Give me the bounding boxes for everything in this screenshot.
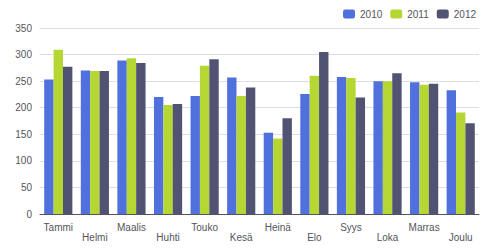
svg-text:Touko: Touko bbox=[191, 222, 218, 233]
svg-text:200: 200 bbox=[15, 102, 32, 113]
svg-text:Loka: Loka bbox=[377, 232, 399, 243]
svg-text:Joulu: Joulu bbox=[449, 232, 473, 243]
svg-text:Maalis: Maalis bbox=[117, 222, 146, 233]
svg-text:250: 250 bbox=[15, 76, 32, 87]
svg-text:0: 0 bbox=[26, 209, 32, 220]
svg-text:Tammi: Tammi bbox=[44, 222, 73, 233]
svg-text:Elo: Elo bbox=[307, 232, 322, 243]
svg-text:350: 350 bbox=[15, 23, 32, 34]
svg-text:Syys: Syys bbox=[340, 222, 362, 233]
svg-text:2012: 2012 bbox=[454, 9, 477, 20]
svg-text:100: 100 bbox=[15, 155, 32, 166]
svg-text:Huhti: Huhti bbox=[156, 232, 179, 243]
svg-text:Kesä: Kesä bbox=[230, 232, 253, 243]
svg-text:300: 300 bbox=[15, 49, 32, 60]
svg-text:Heinä: Heinä bbox=[265, 222, 292, 233]
svg-text:Helmi: Helmi bbox=[82, 232, 108, 243]
svg-text:150: 150 bbox=[15, 129, 32, 140]
svg-text:50: 50 bbox=[21, 182, 33, 193]
svg-text:Marras: Marras bbox=[409, 222, 440, 233]
svg-text:2010: 2010 bbox=[360, 9, 383, 20]
svg-text:2011: 2011 bbox=[407, 9, 429, 20]
